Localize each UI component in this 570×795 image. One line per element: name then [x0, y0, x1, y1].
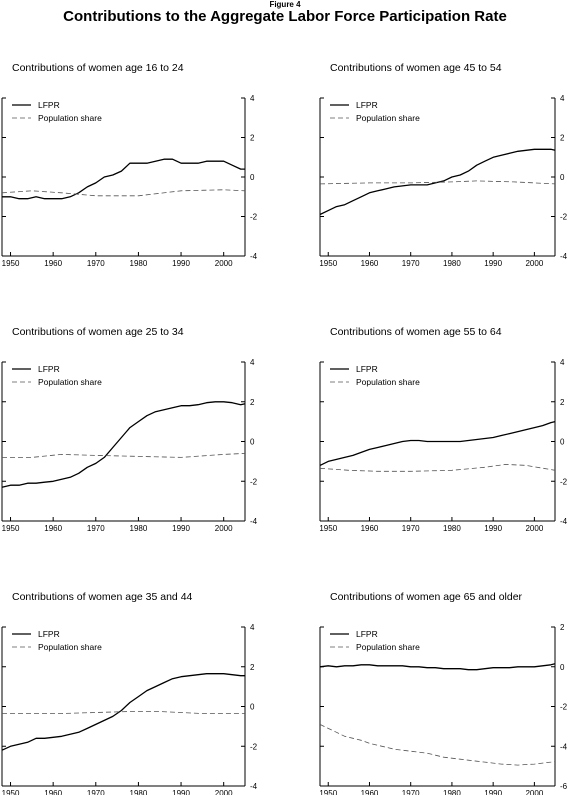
- y-tick-label: 4: [250, 623, 255, 632]
- y-tick-label: 2: [250, 134, 255, 143]
- y-tick-label: -4: [250, 517, 258, 526]
- figure-title: Contributions to the Aggregate Labor For…: [63, 8, 507, 25]
- population-share-line: [1, 189, 246, 197]
- x-tick-label: 1970: [87, 789, 105, 795]
- x-tick-label: 1960: [361, 259, 379, 268]
- lfpr-line: [319, 663, 556, 671]
- legend-label: LFPR: [356, 364, 378, 374]
- population-share-line: [319, 463, 556, 472]
- y-tick-label: -2: [560, 477, 568, 486]
- x-tick-label: 1990: [172, 524, 190, 533]
- y-tick-label: -4: [250, 252, 258, 261]
- x-tick-label: 1990: [484, 524, 502, 533]
- x-tick-label: 1970: [87, 524, 105, 533]
- lfpr-line: [1, 401, 246, 488]
- x-tick-label: 1950: [319, 259, 337, 268]
- chart-title: Contributions of women age 45 to 54: [330, 62, 502, 74]
- x-tick-label: 1980: [130, 789, 148, 795]
- population-share-line: [319, 180, 556, 185]
- y-tick-label: -4: [560, 742, 568, 751]
- x-tick-label: 1990: [484, 789, 502, 795]
- legend-label: LFPR: [38, 629, 60, 639]
- figure-label: Figure 4: [269, 0, 301, 9]
- y-tick-label: 0: [560, 173, 565, 182]
- chart-title: Contributions of women age 55 to 64: [330, 326, 502, 338]
- legend-label: LFPR: [356, 629, 378, 639]
- x-tick-label: 2000: [215, 524, 233, 533]
- y-tick-label: -2: [560, 213, 568, 222]
- x-tick-label: 1990: [172, 259, 190, 268]
- y-tick-label: -2: [250, 213, 258, 222]
- x-tick-label: 1980: [443, 789, 461, 795]
- x-tick-label: 1960: [361, 789, 379, 795]
- y-tick-label: 0: [560, 438, 565, 447]
- y-tick-label: 0: [250, 438, 255, 447]
- lfpr-line: [1, 673, 245, 751]
- chart-title: Contributions of women age 65 and older: [330, 591, 523, 603]
- legend-label: LFPR: [356, 100, 378, 110]
- x-tick-label: 1950: [319, 789, 337, 795]
- x-tick-label: 1990: [484, 259, 502, 268]
- x-tick-label: 1980: [443, 524, 461, 533]
- y-tick-label: 0: [560, 663, 565, 672]
- y-tick-label: 2: [250, 663, 255, 672]
- y-tick-label: 2: [560, 623, 565, 632]
- chart-title: Contributions of women age 25 to 34: [12, 326, 184, 338]
- x-tick-label: 1960: [44, 524, 62, 533]
- x-tick-label: 1960: [361, 524, 379, 533]
- y-tick-label: -2: [250, 477, 258, 486]
- x-tick-label: 1980: [443, 259, 461, 268]
- y-tick-label: -6: [560, 782, 568, 791]
- x-tick-label: 1950: [2, 524, 20, 533]
- y-tick-label: 0: [250, 173, 255, 182]
- x-tick-label: 1980: [130, 524, 148, 533]
- y-tick-label: -4: [560, 517, 568, 526]
- x-tick-label: 1950: [2, 259, 20, 268]
- y-tick-label: -2: [250, 742, 258, 751]
- legend-label: Population share: [38, 642, 102, 652]
- legend-label: Population share: [38, 113, 102, 123]
- chart-title: Contributions of women age 35 and 44: [12, 591, 193, 603]
- x-tick-label: 1960: [44, 789, 62, 795]
- x-tick-label: 2000: [215, 259, 233, 268]
- y-tick-label: 2: [560, 134, 565, 143]
- legend-label: LFPR: [38, 100, 60, 110]
- y-tick-label: 4: [250, 358, 255, 367]
- x-tick-label: 2000: [525, 524, 543, 533]
- legend-label: Population share: [356, 642, 420, 652]
- y-tick-label: -4: [560, 252, 568, 261]
- y-tick-label: -2: [560, 703, 568, 712]
- y-tick-label: 2: [560, 398, 565, 407]
- x-tick-label: 1980: [130, 259, 148, 268]
- population-share-line: [2, 711, 245, 714]
- x-tick-label: 2000: [525, 259, 543, 268]
- y-tick-label: -4: [250, 782, 258, 791]
- legend-label: Population share: [356, 113, 420, 123]
- x-tick-label: 1970: [402, 789, 420, 795]
- y-tick-label: 2: [250, 398, 255, 407]
- lfpr-line: [319, 148, 556, 216]
- y-tick-label: 4: [250, 94, 255, 103]
- lfpr-line: [319, 420, 556, 466]
- x-tick-label: 1950: [2, 789, 20, 795]
- legend-label: LFPR: [38, 364, 60, 374]
- x-tick-label: 2000: [215, 789, 233, 795]
- x-tick-label: 2000: [525, 789, 543, 795]
- legend-label: Population share: [356, 377, 420, 387]
- x-tick-label: 1960: [44, 259, 62, 268]
- x-tick-label: 1970: [402, 259, 420, 268]
- x-tick-label: 1950: [319, 524, 337, 533]
- lfpr-line: [2, 158, 245, 200]
- y-tick-label: 4: [560, 358, 565, 367]
- x-tick-label: 1970: [402, 524, 420, 533]
- x-tick-label: 1990: [172, 789, 190, 795]
- y-tick-label: 4: [560, 94, 565, 103]
- legend-label: Population share: [38, 377, 102, 387]
- chart-title: Contributions of women age 16 to 24: [12, 62, 184, 74]
- x-tick-label: 1970: [87, 259, 105, 268]
- population-share-line: [2, 453, 246, 458]
- y-tick-label: 0: [250, 703, 255, 712]
- population-share-line: [319, 724, 556, 766]
